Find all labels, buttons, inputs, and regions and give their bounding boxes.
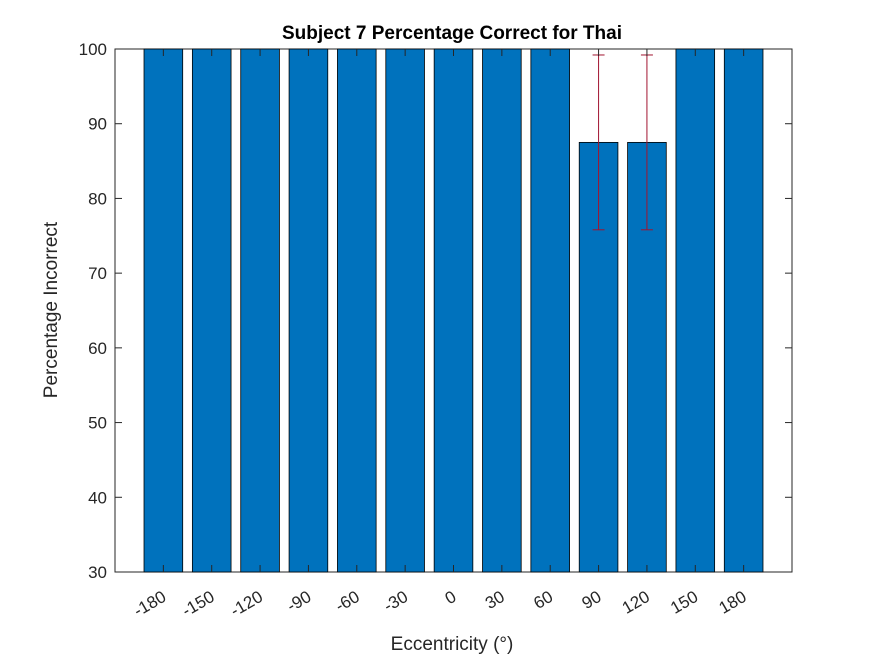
x-tick-label-30: 30	[482, 587, 508, 613]
x-tick-label--180: -180	[130, 587, 169, 620]
bar-180	[723, 48, 764, 573]
x-tick-label--60: -60	[332, 587, 363, 616]
x-tick-label-90: 90	[579, 587, 605, 613]
y-tick-label-40: 40	[88, 488, 107, 507]
y-tick-label-90: 90	[88, 115, 107, 134]
bar-60	[530, 48, 570, 573]
y-tick-label-80: 80	[88, 189, 107, 208]
bar--90	[288, 48, 329, 573]
x-tick-label-0: 0	[442, 587, 460, 608]
bar--180	[143, 48, 184, 573]
y-axis-label: Percentage Incorrect	[41, 221, 62, 398]
x-tick-label--150: -150	[179, 587, 218, 620]
x-tick-label-180: 180	[716, 587, 750, 618]
bar-150	[675, 48, 716, 573]
plot-area: 30 40 50 60 70 80 90 100 -180 -150 -120 -90 -60 -30 0 3…	[79, 40, 793, 620]
y-tick-label-30: 30	[88, 563, 107, 582]
bar-0	[433, 48, 474, 573]
y-tick-label-60: 60	[88, 339, 107, 358]
chart-title: Subject 7 Percentage Correct for Thai	[282, 23, 622, 44]
bar--120	[240, 48, 280, 573]
x-axis-label: Eccentricity (°)	[391, 634, 514, 655]
bar--60	[337, 48, 377, 573]
bar--30	[385, 48, 425, 573]
x-tick-label-60: 60	[530, 587, 556, 613]
bar-30	[482, 48, 522, 573]
y-tick-label-50: 50	[88, 414, 107, 433]
x-tick-label--90: -90	[284, 587, 315, 616]
x-tick-label--120: -120	[227, 587, 266, 620]
y-tick-label-100: 100	[79, 40, 107, 59]
y-tick-label-70: 70	[88, 264, 107, 283]
x-tick-label--30: -30	[380, 587, 411, 616]
bar--150	[191, 48, 232, 573]
x-tick-label-150: 150	[667, 587, 701, 618]
x-tick-label-120: 120	[619, 587, 653, 618]
